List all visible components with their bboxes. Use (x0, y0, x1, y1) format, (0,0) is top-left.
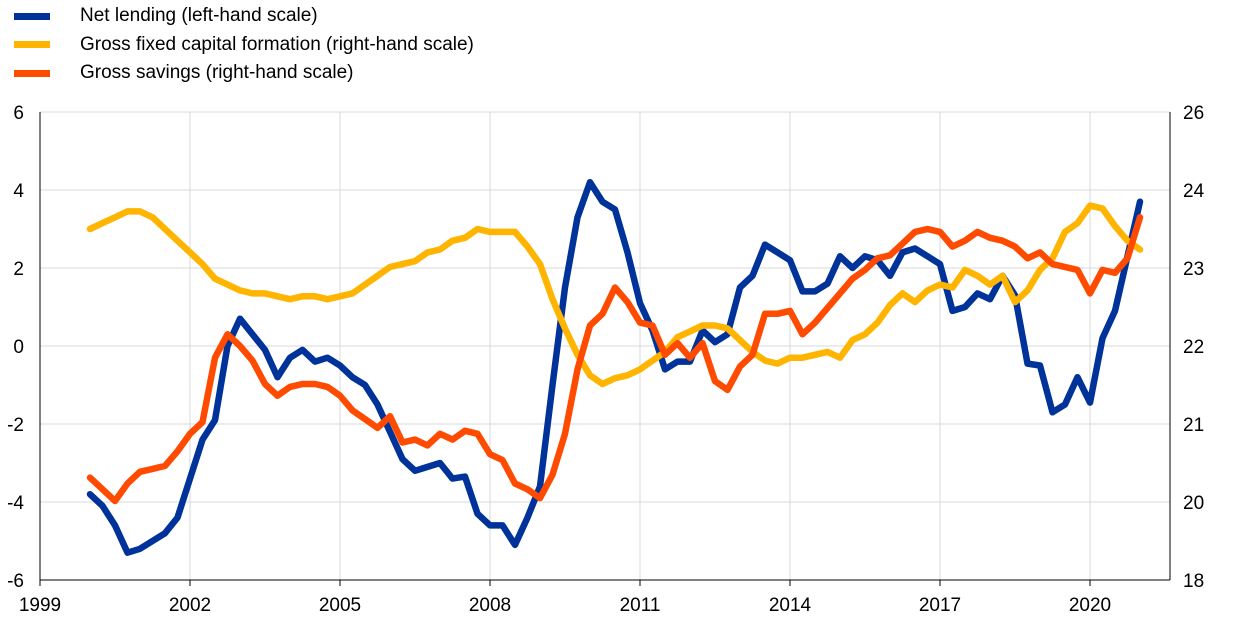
x-tick-label: 2011 (620, 595, 661, 616)
series-line-gfcf (86, 202, 1144, 388)
series-line-net-lending (86, 178, 1144, 556)
legend-swatch-gfcf (14, 41, 50, 49)
grid (40, 111, 1170, 581)
x-tick-label: 2014 (769, 595, 812, 616)
y-right-tick-label: 18 (1183, 571, 1204, 592)
x-tick-label: 2017 (919, 595, 961, 616)
x-tick-label: 2020 (1069, 595, 1111, 616)
legend-item-gross-savings: Gross savings (right-hand scale) (14, 59, 474, 88)
legend-label-gross-savings: Gross savings (right-hand scale) (80, 62, 354, 84)
series-line-gross-savings (86, 214, 1144, 505)
y-left-tick-label: 6 (13, 103, 24, 124)
legend: Net lending (left-hand scale) Gross fixe… (14, 2, 474, 88)
x-tick-label: 2008 (469, 595, 511, 616)
axes (39, 112, 1171, 586)
y-left-tick-label: -2 (7, 415, 24, 436)
y-left-tick-label: 2 (13, 259, 24, 280)
legend-item-net-lending: Net lending (left-hand scale) (14, 2, 474, 31)
x-tick-label: 2002 (169, 595, 211, 616)
y-right-tick-label: 26 (1183, 103, 1204, 124)
x-tick-label: 2005 (319, 595, 361, 616)
legend-swatch-gross-savings (14, 69, 50, 77)
y-left-tick-label: -4 (7, 493, 24, 514)
y-right-tick-label: 20 (1183, 493, 1204, 514)
x-tick-label: 1999 (19, 595, 61, 616)
y-right-tick-label: 24 (1183, 181, 1205, 202)
y-left-tick-label: -6 (7, 571, 24, 592)
legend-label-net-lending: Net lending (left-hand scale) (80, 5, 318, 27)
y-right-tick-label: 22 (1183, 337, 1204, 358)
legend-swatch-net-lending (14, 12, 50, 20)
series-lines (86, 178, 1144, 556)
y-left-tick-label: 0 (13, 337, 24, 358)
y-right-tick-label: 21 (1183, 415, 1204, 436)
legend-item-gfcf: Gross fixed capital formation (right-han… (14, 31, 474, 60)
legend-label-gfcf: Gross fixed capital formation (right-han… (80, 33, 474, 55)
y-left-tick-label: 4 (13, 181, 24, 202)
y-right-tick-label: 23 (1183, 259, 1204, 280)
